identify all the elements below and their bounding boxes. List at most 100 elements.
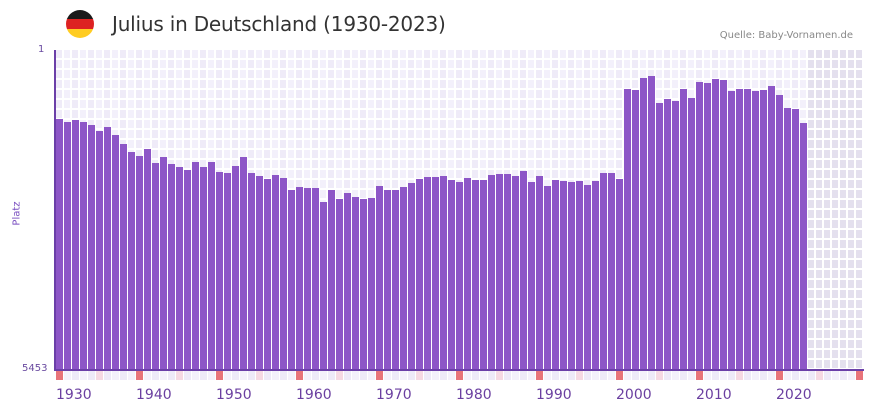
grid-cell [616, 80, 622, 88]
bar-1946[interactable] [184, 169, 191, 370]
bar-1987[interactable] [512, 175, 519, 370]
bar-1998[interactable] [600, 172, 607, 370]
bar-2019[interactable] [768, 85, 775, 370]
bar-1955[interactable] [256, 175, 263, 370]
bar-1982[interactable] [472, 179, 479, 370]
bar-1991[interactable] [544, 185, 551, 370]
bar-1970[interactable] [376, 185, 383, 370]
bar-1995[interactable] [576, 180, 583, 370]
bar-1934[interactable] [88, 124, 95, 370]
bar-1986[interactable] [504, 173, 511, 370]
bar-1975[interactable] [416, 178, 423, 370]
bar-1930[interactable] [56, 118, 63, 370]
bar-1932[interactable] [72, 119, 79, 370]
bar-1972[interactable] [392, 189, 399, 370]
bar-1943[interactable] [160, 156, 167, 370]
bar-2017[interactable] [752, 90, 759, 370]
bar-1954[interactable] [248, 172, 255, 370]
bar-2000[interactable] [616, 178, 623, 370]
bar-1957[interactable] [272, 174, 279, 370]
bar-1969[interactable] [368, 197, 375, 370]
bar-1999[interactable] [608, 172, 615, 370]
bar-1931[interactable] [64, 121, 71, 370]
bar-2015[interactable] [736, 88, 743, 370]
bar-1976[interactable] [424, 176, 431, 370]
bar-2003[interactable] [640, 77, 647, 370]
bar-1963[interactable] [320, 201, 327, 370]
bar-1973[interactable] [400, 186, 407, 370]
bar-1962[interactable] [312, 187, 319, 370]
bar-1988[interactable] [520, 170, 527, 370]
bar-1941[interactable] [144, 148, 151, 370]
bar-1944[interactable] [168, 163, 175, 370]
bar-1959[interactable] [288, 189, 295, 370]
bar-2022[interactable] [792, 108, 799, 370]
bar-1961[interactable] [304, 187, 311, 370]
bar-1993[interactable] [560, 180, 567, 370]
bar-2009[interactable] [688, 97, 695, 370]
bar-1971[interactable] [384, 189, 391, 370]
bar-1981[interactable] [464, 177, 471, 370]
bar-1978[interactable] [440, 175, 447, 370]
bar-2005[interactable] [656, 102, 663, 370]
bar-1945[interactable] [176, 166, 183, 370]
bar-1948[interactable] [200, 166, 207, 370]
bar-2013[interactable] [720, 79, 727, 370]
grid-cell [504, 80, 510, 88]
bar-2021[interactable] [784, 107, 791, 370]
bar-1938[interactable] [120, 143, 127, 370]
bar-2004[interactable] [648, 76, 655, 370]
bar-1984[interactable] [488, 174, 495, 370]
bar-1997[interactable] [592, 180, 599, 370]
bar-2010[interactable] [696, 81, 703, 370]
bar-1951[interactable] [224, 172, 231, 370]
bar-1996[interactable] [584, 184, 591, 370]
bar-1979[interactable] [448, 179, 455, 370]
bar-1985[interactable] [496, 173, 503, 370]
grid-cell [144, 80, 150, 88]
bar-1990[interactable] [536, 175, 543, 370]
bar-1939[interactable] [128, 151, 135, 370]
bar-1950[interactable] [216, 171, 223, 370]
bar-2001[interactable] [624, 88, 631, 370]
bar-1964[interactable] [328, 189, 335, 370]
source-link[interactable]: Quelle: Baby-Vornamen.de [719, 30, 853, 41]
bar-1936[interactable] [104, 126, 111, 370]
bar-1953[interactable] [240, 156, 247, 370]
bar-2016[interactable] [744, 88, 751, 370]
bar-2002[interactable] [632, 89, 639, 370]
bar-1989[interactable] [528, 181, 535, 370]
bar-1949[interactable] [208, 161, 215, 370]
bar-1935[interactable] [96, 130, 103, 370]
bar-1956[interactable] [264, 178, 271, 370]
bar-1933[interactable] [80, 121, 87, 370]
bar-2020[interactable] [776, 94, 783, 370]
bar-1958[interactable] [280, 177, 287, 370]
bar-1966[interactable] [344, 192, 351, 370]
bar-1994[interactable] [568, 181, 575, 370]
bar-1940[interactable] [136, 155, 143, 370]
bar-2014[interactable] [728, 90, 735, 370]
bar-2006[interactable] [664, 98, 671, 370]
bar-1947[interactable] [192, 161, 199, 370]
bar-2011[interactable] [704, 82, 711, 370]
bar-1967[interactable] [352, 196, 359, 370]
bar-1980[interactable] [456, 181, 463, 370]
grid-cell [808, 180, 814, 188]
bar-2008[interactable] [680, 88, 687, 370]
bar-1974[interactable] [408, 182, 415, 370]
bar-1960[interactable] [296, 186, 303, 370]
bar-1977[interactable] [432, 176, 439, 370]
bar-1968[interactable] [360, 198, 367, 370]
grid-cell [512, 80, 518, 88]
bar-2012[interactable] [712, 78, 719, 370]
bar-1952[interactable] [232, 165, 239, 370]
bar-2007[interactable] [672, 100, 679, 370]
bar-1965[interactable] [336, 198, 343, 370]
bar-2018[interactable] [760, 89, 767, 370]
bar-2023[interactable] [800, 122, 807, 370]
bar-1983[interactable] [480, 179, 487, 370]
bar-1992[interactable] [552, 179, 559, 370]
bar-1942[interactable] [152, 162, 159, 370]
bar-1937[interactable] [112, 134, 119, 370]
